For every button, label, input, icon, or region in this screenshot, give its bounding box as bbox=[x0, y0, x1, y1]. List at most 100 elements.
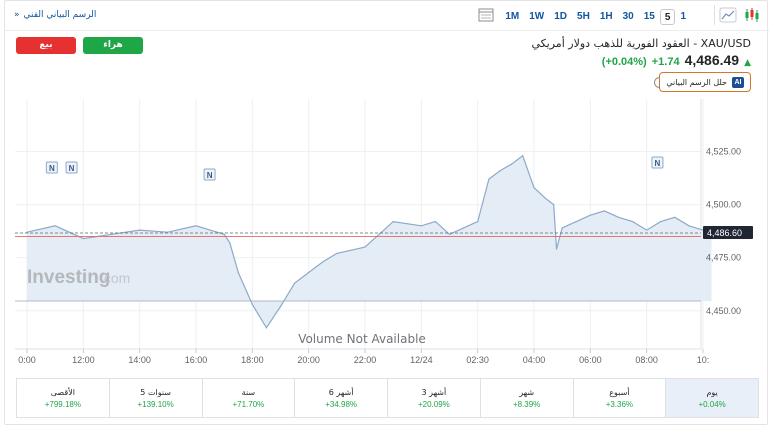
price-chart[interactable]: 4,525.00 4,500.00 4,475.00 4,450.00 4,486.60… bbox=[5, 99, 769, 373]
current-price-label: 4,486.60 bbox=[707, 228, 742, 238]
period-1m[interactable]: 1M bbox=[505, 11, 520, 22]
performance-cell[interactable]: 3 أشهر +20.09% bbox=[387, 379, 480, 417]
performance-cell[interactable]: الأقصى +799.18% bbox=[17, 379, 109, 417]
news-marker-label: N bbox=[207, 171, 213, 180]
price-point bbox=[477, 220, 479, 223]
chart-widget: » الرسم البياني الفني 1M 1W 1D 5H 1H 30 … bbox=[4, 0, 769, 425]
x-tick-label: 12:00 bbox=[72, 355, 95, 365]
sell-button[interactable]: بيع bbox=[16, 37, 76, 54]
price-point bbox=[555, 248, 558, 250]
news-marker-box bbox=[203, 168, 216, 181]
price-point bbox=[646, 229, 648, 231]
performance-period-label: 3 أشهر bbox=[421, 387, 447, 397]
price-point bbox=[308, 271, 310, 274]
price-point bbox=[561, 227, 563, 229]
price-point bbox=[26, 231, 28, 233]
period-1w[interactable]: 1W bbox=[529, 11, 545, 22]
analyze-chart-button[interactable]: حلل الرسم البياني AI bbox=[659, 72, 751, 92]
performance-period-label: يوم bbox=[706, 387, 718, 397]
x-axis: 0:00 12:00 14:00 16:00 18:00 20:00 22:00 12/24 0… bbox=[18, 349, 709, 365]
price-point bbox=[575, 220, 577, 223]
chart-toolbar: » الرسم البياني الفني 1M 1W 1D 5H 1H 30 … bbox=[5, 1, 769, 31]
table-icon[interactable] bbox=[477, 7, 495, 23]
performance-period-label: الأقصى bbox=[50, 387, 75, 397]
analyze-chart-label: حلل الرسم البياني bbox=[666, 77, 727, 87]
advanced-chart-label: الرسم البياني الفني bbox=[23, 10, 97, 20]
price-point bbox=[251, 303, 253, 305]
performance-value: +799.18% bbox=[44, 399, 81, 409]
news-marker-icon: N bbox=[203, 168, 216, 181]
price-point bbox=[660, 220, 662, 223]
price-point bbox=[336, 252, 338, 255]
period-1[interactable]: 1 bbox=[680, 11, 686, 22]
performance-value: +3.36% bbox=[605, 399, 634, 409]
performance-cell[interactable]: أسبوع +3.36% bbox=[572, 379, 666, 417]
news-marker-icon: N bbox=[65, 161, 78, 174]
news-marker-box bbox=[45, 161, 58, 174]
watermark-suffix: .com bbox=[100, 270, 130, 286]
chart-grid bbox=[15, 99, 704, 350]
performance-cell[interactable]: شهر +8.39% bbox=[479, 379, 573, 417]
y-tick-label: 4,500.00 bbox=[706, 200, 741, 210]
y-axis: 4,525.00 4,500.00 4,475.00 4,450.00 4,486.60 bbox=[703, 146, 753, 316]
price-point bbox=[688, 225, 690, 227]
price-change: +1.74 bbox=[651, 56, 680, 68]
performance-value: +139.10% bbox=[137, 399, 174, 409]
price-area bbox=[15, 154, 713, 329]
performance-period-label: 6 أشهر bbox=[328, 387, 354, 397]
performance-cell[interactable]: 5 سنوات +139.10% bbox=[108, 379, 202, 417]
price-point bbox=[223, 233, 225, 235]
x-tick-label: 22:00 bbox=[354, 355, 377, 365]
price-point bbox=[167, 231, 169, 233]
x-tick-label: 12/24 bbox=[410, 355, 433, 365]
x-tick-label: 02:30 bbox=[466, 355, 489, 365]
y-tick-label: 4,525.00 bbox=[706, 146, 741, 156]
news-marker-label: N bbox=[655, 159, 661, 168]
price-point bbox=[544, 197, 546, 199]
buy-button[interactable]: هراء bbox=[83, 37, 143, 54]
price-point bbox=[229, 242, 231, 244]
price-row: (+0.04%) +1.74 4,486.49 ▲ bbox=[602, 52, 751, 68]
x-tick-label: 08:00 bbox=[635, 355, 658, 365]
x-tick-label: 16:00 bbox=[185, 355, 208, 365]
price-point bbox=[617, 216, 620, 218]
period-15[interactable]: 15 bbox=[643, 11, 655, 22]
period-1h[interactable]: 1H bbox=[599, 11, 613, 22]
price-point bbox=[82, 237, 84, 240]
price-point bbox=[589, 214, 591, 216]
performance-cell[interactable]: 6 أشهر +34.98% bbox=[294, 379, 387, 417]
performance-cell[interactable]: سنة +71.70% bbox=[201, 379, 295, 417]
period-5h[interactable]: 5H bbox=[577, 11, 590, 22]
performance-value: +20.09% bbox=[417, 399, 450, 409]
period-30[interactable]: 30 bbox=[622, 11, 634, 22]
x-tick-label: 06:00 bbox=[579, 355, 602, 365]
toolbar-divider bbox=[714, 5, 715, 25]
performance-table: الأقصى +799.18% 5 سنوات +139.10% سنة +71.70% 6… bbox=[16, 378, 759, 418]
price-point bbox=[420, 225, 422, 227]
period-5[interactable]: 5 bbox=[659, 9, 676, 25]
price-point bbox=[364, 246, 366, 248]
news-marker-box bbox=[651, 156, 664, 169]
ai-badge-icon: AI bbox=[732, 76, 744, 88]
price-point bbox=[510, 163, 513, 165]
x-tick-label: 04:00 bbox=[523, 355, 546, 365]
news-marker-icon: N bbox=[45, 161, 58, 174]
price-point bbox=[237, 271, 239, 274]
price-point bbox=[209, 229, 211, 231]
performance-cell[interactable]: يوم +0.04% bbox=[665, 379, 758, 417]
y-tick-label: 4,450.00 bbox=[706, 306, 741, 316]
price-point bbox=[522, 155, 524, 157]
price-point bbox=[674, 216, 676, 218]
period-selector: 1M 1W 1D 5H 1H 30 15 5 1 bbox=[500, 9, 691, 25]
performance-value: +34.98% bbox=[325, 399, 358, 409]
performance-period-label: 5 سنوات bbox=[140, 387, 171, 397]
area-chart-icon[interactable] bbox=[719, 7, 737, 23]
period-1d[interactable]: 1D bbox=[554, 11, 568, 22]
news-marker-icon: N bbox=[651, 156, 664, 169]
x-tick-label: 10: bbox=[697, 355, 710, 365]
performance-value: +0.04% bbox=[698, 399, 726, 409]
price-change-pct: (+0.04%) bbox=[601, 56, 647, 68]
candlestick-icon[interactable] bbox=[743, 7, 761, 23]
advanced-chart-link[interactable]: » الرسم البياني الفني bbox=[14, 10, 96, 20]
x-tick-label: 14:00 bbox=[128, 355, 151, 365]
